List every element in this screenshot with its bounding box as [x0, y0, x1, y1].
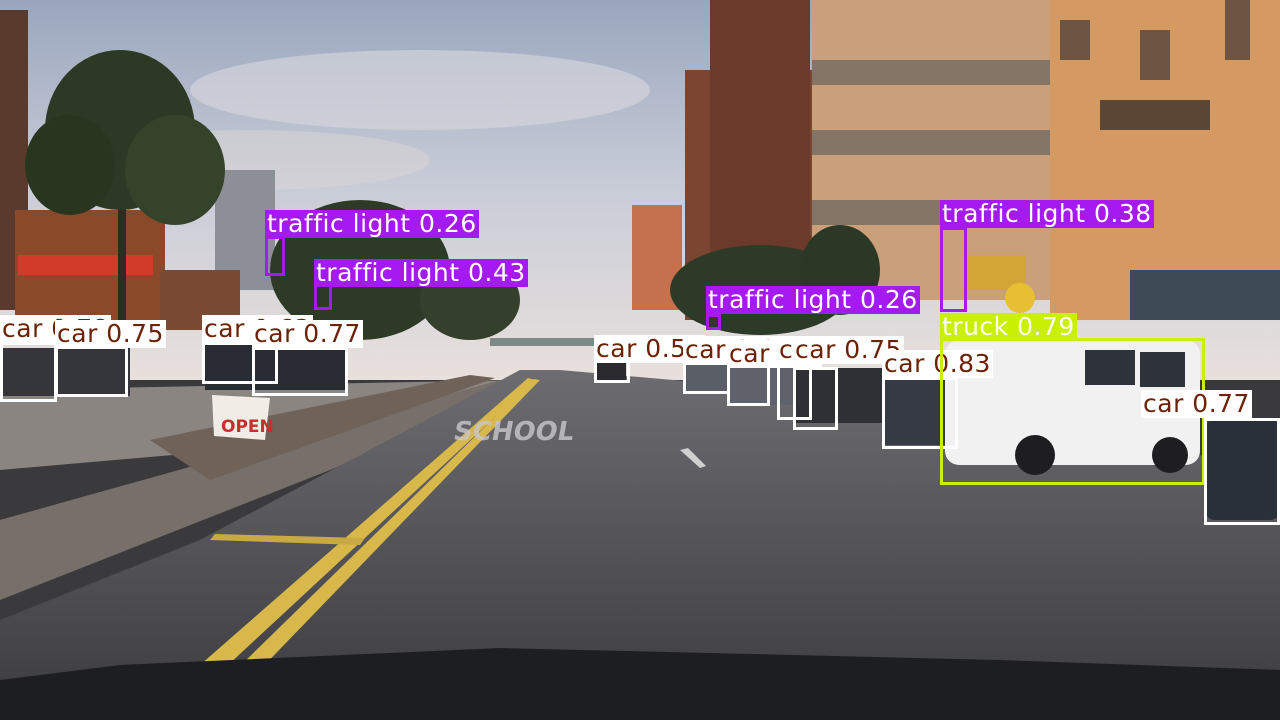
- car-detection-box: [55, 346, 128, 397]
- traffic-light-detection-label: traffic light 0.38: [940, 199, 1154, 228]
- traffic-light-detection-label: traffic light 0.26: [706, 285, 920, 314]
- car-detection-box: [727, 362, 770, 406]
- car-detection-box: [594, 360, 630, 383]
- traffic-light-detection-box: [940, 227, 967, 312]
- traffic-light-detection-box: [265, 236, 285, 276]
- car-detection-box: [0, 342, 57, 402]
- car-detection-box: [252, 347, 348, 396]
- car-detection-label: car 0.77: [1141, 389, 1252, 418]
- traffic-light-detection-box: [706, 314, 721, 330]
- car-detection-box: [793, 367, 838, 430]
- car-detection-label: car 0.75: [55, 319, 166, 348]
- car-detection-box: [1204, 418, 1280, 525]
- traffic-light-detection-label: traffic light 0.26: [265, 209, 479, 238]
- car-detection-box: [683, 362, 730, 394]
- traffic-light-detection-box: [314, 284, 332, 310]
- car-detection-label: car 0.77: [252, 319, 363, 348]
- truck-detection-label: truck 0.79: [940, 312, 1077, 341]
- road-marking-text: SCHOOL: [451, 417, 577, 447]
- open-sign-text: OPEN: [221, 417, 274, 437]
- car-detection-box: [202, 342, 278, 384]
- traffic-light-detection-label: traffic light 0.43: [314, 258, 528, 287]
- car-detection-label: car 0.83: [882, 349, 993, 378]
- car-detection-box: [882, 377, 958, 449]
